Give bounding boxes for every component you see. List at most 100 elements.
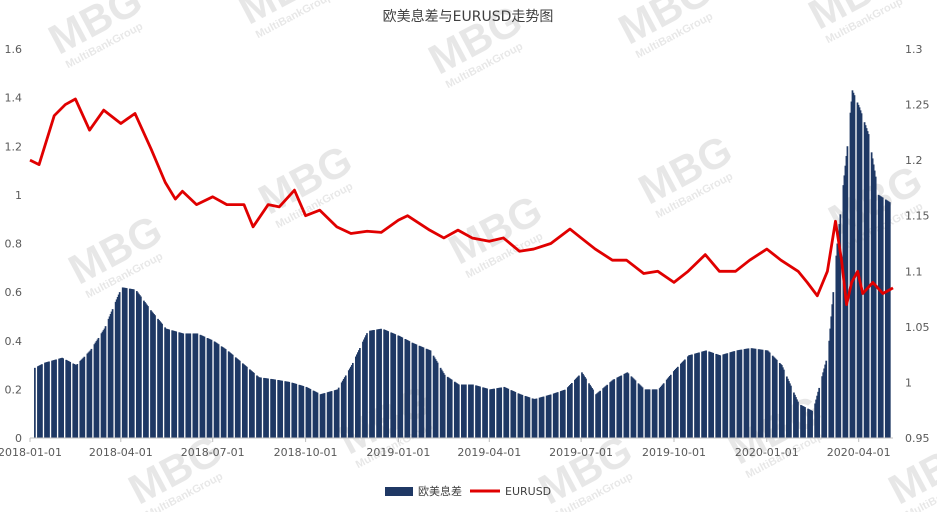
bar-spread bbox=[500, 387, 503, 438]
bar-spread bbox=[471, 384, 473, 438]
bar-spread bbox=[196, 333, 199, 438]
bar-spread bbox=[408, 341, 411, 438]
bar-spread bbox=[442, 373, 445, 438]
bar-spread bbox=[689, 355, 691, 438]
bar-spread bbox=[512, 391, 515, 438]
bar-spread bbox=[778, 362, 781, 438]
bar-spread bbox=[525, 396, 528, 438]
bar-spread bbox=[702, 351, 704, 438]
bar-spread bbox=[88, 351, 91, 438]
bar-spread bbox=[405, 339, 408, 438]
bar-spread bbox=[161, 323, 163, 438]
bar-spread bbox=[478, 386, 480, 438]
bar-spread bbox=[507, 388, 510, 438]
bar-spread bbox=[315, 392, 318, 438]
bar-spread bbox=[794, 394, 796, 438]
bar-spread bbox=[576, 377, 578, 438]
bar-spread bbox=[541, 396, 544, 438]
bar-spread bbox=[328, 391, 331, 438]
bar-spread bbox=[364, 337, 366, 438]
bar-spread bbox=[722, 354, 725, 438]
bar-spread bbox=[681, 362, 683, 438]
bar-spread bbox=[260, 377, 262, 438]
bar-spread bbox=[407, 340, 410, 438]
bar-spread bbox=[87, 352, 90, 438]
bar-spread bbox=[94, 342, 97, 438]
bar-spread bbox=[399, 336, 402, 438]
bar-spread bbox=[618, 376, 621, 438]
bar-spread bbox=[638, 384, 641, 438]
bar-spread bbox=[655, 389, 658, 439]
bar-spread bbox=[117, 294, 120, 438]
bar-spread bbox=[391, 332, 394, 438]
bar-spread bbox=[592, 389, 594, 438]
bar-spread bbox=[725, 353, 728, 438]
bar-spread bbox=[505, 387, 508, 438]
bar-spread bbox=[188, 333, 191, 438]
bar-spread bbox=[582, 373, 584, 438]
bar-spread bbox=[124, 287, 127, 438]
bar-spread bbox=[39, 365, 41, 438]
bar-spread bbox=[771, 355, 774, 438]
bar-spread bbox=[542, 396, 545, 438]
bar-spread bbox=[724, 353, 727, 438]
bar-spread bbox=[514, 391, 517, 438]
bar-spread bbox=[708, 351, 710, 438]
bar-spread bbox=[796, 399, 798, 438]
bar-spread bbox=[227, 351, 230, 438]
bar-spread bbox=[59, 358, 61, 438]
bar-spread bbox=[836, 243, 839, 438]
bar-spread bbox=[449, 378, 452, 438]
bar-spread bbox=[711, 352, 714, 438]
bar-spread bbox=[206, 338, 209, 438]
bar-spread bbox=[349, 366, 352, 438]
bar-spread bbox=[448, 378, 451, 438]
bar-spread bbox=[107, 318, 110, 438]
legend-label-eurusd: EURUSD bbox=[505, 485, 551, 498]
bar-spread bbox=[498, 387, 501, 438]
bar-spread bbox=[715, 353, 718, 438]
bar-spread bbox=[321, 393, 324, 438]
bar-spread bbox=[696, 353, 698, 438]
bar-spread bbox=[874, 176, 877, 438]
bar-spread bbox=[68, 361, 71, 438]
bar-spread bbox=[793, 392, 795, 438]
bar-spread bbox=[585, 378, 587, 438]
bar-spread bbox=[764, 350, 767, 438]
bar-spread bbox=[574, 379, 576, 438]
bar-spread bbox=[89, 350, 92, 438]
bar-spread bbox=[404, 339, 407, 438]
bar-spread bbox=[171, 330, 174, 438]
bar-spread bbox=[406, 340, 409, 438]
bar-spread bbox=[465, 384, 467, 438]
bar-spread bbox=[540, 397, 543, 438]
x-tick-label: 2020-04-01 bbox=[827, 446, 891, 459]
bar-spread bbox=[90, 348, 93, 438]
bar-spread bbox=[807, 408, 809, 438]
bar-spread bbox=[732, 351, 735, 438]
bar-series-interest-spread bbox=[34, 90, 891, 439]
bar-spread bbox=[172, 330, 175, 438]
bar-spread bbox=[168, 329, 170, 438]
bar-spread bbox=[782, 369, 785, 438]
bar-spread bbox=[258, 377, 260, 438]
bar-spread bbox=[824, 364, 827, 438]
bar-spread bbox=[185, 333, 188, 438]
bar-spread bbox=[123, 287, 126, 438]
bar-spread bbox=[623, 373, 626, 438]
bar-spread bbox=[602, 388, 605, 438]
bar-spread bbox=[238, 360, 241, 438]
bar-spread bbox=[215, 342, 218, 438]
bar-spread bbox=[34, 367, 36, 438]
bar-spread bbox=[166, 328, 168, 438]
bar-spread bbox=[385, 330, 387, 438]
bar-spread bbox=[698, 352, 700, 438]
bar-spread bbox=[817, 391, 819, 438]
bar-spread bbox=[546, 395, 549, 438]
bar-spread bbox=[326, 392, 329, 438]
bar-spread bbox=[589, 384, 591, 438]
bar-spread bbox=[759, 349, 762, 438]
bar-spread bbox=[620, 375, 623, 438]
bar-spread bbox=[788, 381, 790, 438]
